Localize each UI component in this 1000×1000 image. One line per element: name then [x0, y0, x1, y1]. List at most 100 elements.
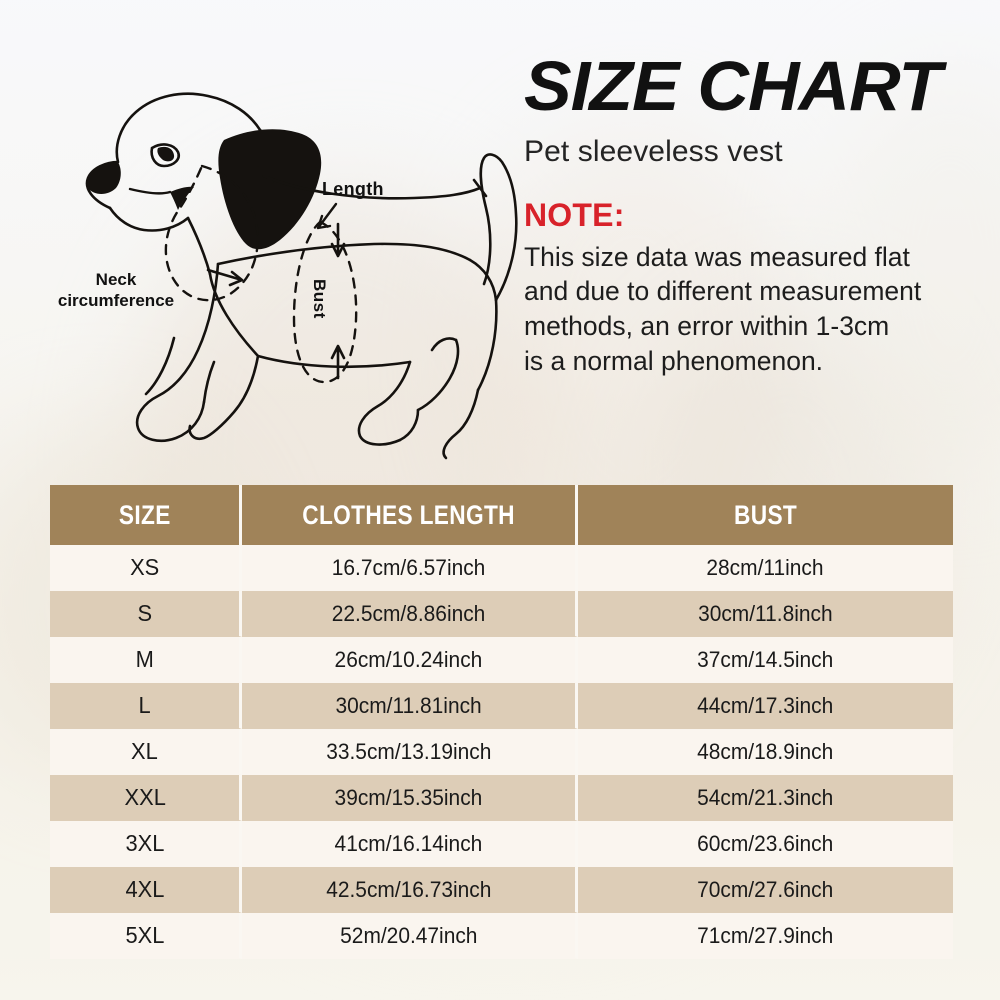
cell-length: 33.5cm/13.19inch: [242, 729, 578, 775]
table-row: XL 33.5cm/13.19inch 48cm/18.9inch: [50, 729, 953, 775]
dog-measurement-diagram: Length Bust Neck circumference: [18, 38, 538, 460]
cell-bust-value: 37cm/14.5inch: [697, 646, 834, 672]
cell-size-value: 3XL: [125, 830, 165, 856]
cell-size: 3XL: [50, 821, 243, 867]
neck-arrow-icon: [206, 268, 244, 287]
headline-block: SIZE CHART Pet sleeveless vest NOTE: Thi…: [524, 51, 976, 379]
neck-circumference-label: Neck circumference: [46, 270, 186, 311]
cell-length-value: 42.5cm/16.73inch: [325, 876, 492, 902]
cell-bust-value: 30cm/11.8inch: [698, 600, 833, 626]
column-header-clothes-length-label: CLOTHES LENGTH: [302, 499, 515, 530]
cell-bust-value: 48cm/18.9inch: [697, 738, 834, 764]
cell-size: 5XL: [50, 913, 243, 959]
cell-length-value: 30cm/11.81inch: [335, 692, 482, 718]
note-line: This size data was measured flat: [524, 241, 910, 272]
note-line: methods, an error within 1-3cm: [524, 311, 890, 341]
cell-bust: 60cm/23.6inch: [577, 821, 953, 867]
dog-nose-icon: [88, 162, 121, 194]
size-table: SIZE CLOTHES LENGTH BUST XS 16.7cm/6.57in…: [50, 485, 953, 959]
cell-size-value: XS: [130, 554, 160, 580]
column-header-bust-label: BUST: [733, 499, 797, 530]
dog-ear-icon: [218, 129, 322, 250]
note-line: is a normal phenomenon.: [524, 345, 824, 376]
page-title: SIZE CHART: [524, 47, 942, 125]
dog-pupil-icon: [157, 146, 175, 162]
cell-length-value: 39cm/15.35inch: [334, 784, 483, 810]
cell-size-value: S: [137, 600, 153, 626]
cell-size-value: 4XL: [125, 876, 165, 902]
column-header-size-label: SIZE: [118, 499, 171, 530]
cell-bust-value: 71cm/27.9inch: [697, 922, 834, 948]
cell-size-value: M: [135, 646, 154, 672]
cell-length-value: 26cm/10.24inch: [334, 646, 483, 672]
bust-circumference-guide: [292, 220, 358, 384]
cell-length-value: 41cm/16.14inch: [334, 830, 483, 856]
dog-mouth-icon: [170, 186, 194, 210]
cell-length: 22.5cm/8.86inch: [242, 591, 578, 637]
cell-bust: 28cm/11inch: [577, 545, 953, 591]
cell-length: 30cm/11.81inch: [242, 683, 578, 729]
cell-bust: 70cm/27.6inch: [577, 867, 953, 913]
cell-bust: 71cm/27.9inch: [577, 913, 953, 959]
length-measure-line: [256, 166, 488, 200]
cell-bust: 44cm/17.3inch: [577, 683, 953, 729]
cell-size: S: [50, 591, 243, 637]
cell-bust-value: 28cm/11inch: [706, 554, 824, 580]
table-row: L 30cm/11.81inch 44cm/17.3inch: [50, 683, 953, 729]
size-table-header: SIZE CLOTHES LENGTH BUST: [50, 485, 953, 545]
cell-length: 39cm/15.35inch: [242, 775, 578, 821]
cell-length-value: 52m/20.47inch: [339, 922, 478, 948]
cell-size-value: 5XL: [125, 922, 165, 948]
cell-length: 16.7cm/6.57inch: [242, 545, 578, 591]
bust-label: Bust: [310, 279, 329, 319]
cell-size-value: XL: [131, 738, 159, 764]
cell-length-value: 22.5cm/8.86inch: [331, 600, 486, 626]
cell-bust-value: 70cm/27.6inch: [697, 876, 834, 902]
cell-length-value: 33.5cm/13.19inch: [325, 738, 492, 764]
cell-length-value: 16.7cm/6.57inch: [331, 554, 486, 580]
cell-bust-value: 54cm/21.3inch: [697, 784, 834, 810]
bust-arrow-up-icon: [330, 344, 346, 380]
bust-arrow-down-icon: [330, 222, 346, 258]
cell-bust-value: 60cm/23.6inch: [697, 830, 834, 856]
table-row: 3XL 41cm/16.14inch 60cm/23.6inch: [50, 821, 953, 867]
cell-size-value: XXL: [124, 784, 166, 810]
cell-length: 41cm/16.14inch: [242, 821, 578, 867]
table-row: XS 16.7cm/6.57inch 28cm/11inch: [50, 545, 953, 591]
size-table-body: XS 16.7cm/6.57inch 28cm/11inch S 22.5cm/8.86…: [50, 545, 953, 959]
cell-bust: 37cm/14.5inch: [577, 637, 953, 683]
cell-bust: 30cm/11.8inch: [577, 591, 953, 637]
note-label: NOTE:: [524, 196, 625, 233]
table-row: 4XL 42.5cm/16.73inch 70cm/27.6inch: [50, 867, 953, 913]
column-header-bust: BUST: [577, 485, 953, 545]
length-label: Length: [322, 179, 384, 199]
cell-length: 42.5cm/16.73inch: [242, 867, 578, 913]
cell-bust: 54cm/21.3inch: [577, 775, 953, 821]
neck-label-line-1: Neck: [95, 270, 137, 289]
table-row: XXL 39cm/15.35inch 54cm/21.3inch: [50, 775, 953, 821]
table-row: 5XL 52m/20.47inch 71cm/27.9inch: [50, 913, 953, 959]
cell-size: 4XL: [50, 867, 243, 913]
neck-label-line-2: circumference: [57, 290, 175, 310]
ear-arrow-icon: [316, 202, 338, 230]
cell-size: XS: [50, 545, 243, 591]
page-subtitle: Pet sleeveless vest: [524, 134, 783, 168]
cell-size: XXL: [50, 775, 243, 821]
cell-size: M: [50, 637, 243, 683]
table-row: S 22.5cm/8.86inch 30cm/11.8inch: [50, 591, 953, 637]
cell-size: L: [50, 683, 243, 729]
neck-circumference-guide: [164, 164, 259, 302]
cell-bust-value: 44cm/17.3inch: [697, 692, 834, 718]
cell-length: 26cm/10.24inch: [242, 637, 578, 683]
dog-eye-icon: [150, 143, 180, 168]
dog-outline-icon: [85, 92, 518, 460]
cell-size-value: L: [138, 692, 151, 718]
cell-size: XL: [50, 729, 243, 775]
cell-bust: 48cm/18.9inch: [577, 729, 953, 775]
table-row: M 26cm/10.24inch 37cm/14.5inch: [50, 637, 953, 683]
table-header-row: SIZE CLOTHES LENGTH BUST: [50, 485, 953, 545]
note-body: This size data was measured flat and due…: [524, 240, 976, 379]
note-line: and due to different measurement: [524, 276, 922, 307]
cell-length: 52m/20.47inch: [242, 913, 578, 959]
